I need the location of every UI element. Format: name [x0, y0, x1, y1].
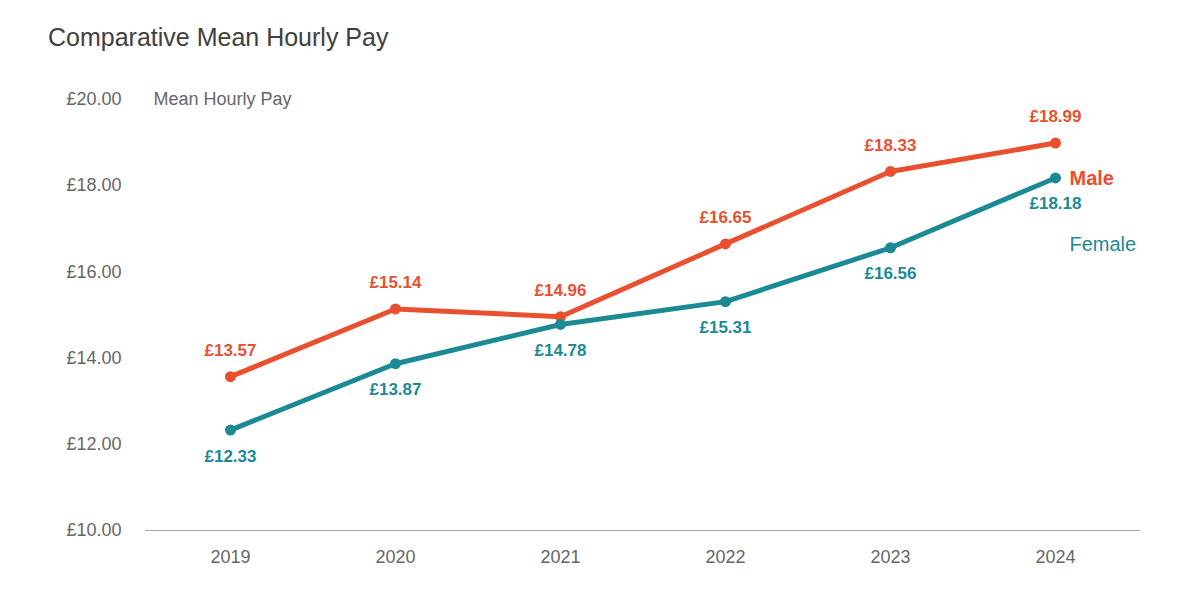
svg-text:£16.00: £16.00: [66, 262, 121, 282]
svg-text:£18.99: £18.99: [1030, 107, 1082, 126]
svg-text:2021: 2021: [540, 547, 580, 567]
svg-text:£12.00: £12.00: [66, 434, 121, 454]
svg-text:£13.57: £13.57: [205, 341, 257, 360]
svg-text:Male: Male: [1070, 167, 1114, 189]
svg-text:2022: 2022: [705, 547, 745, 567]
svg-text:£14.96: £14.96: [535, 281, 587, 300]
svg-text:£20.00: £20.00: [66, 89, 121, 109]
svg-text:£13.87: £13.87: [370, 380, 422, 399]
svg-text:£18.18: £18.18: [1030, 194, 1082, 213]
svg-text:£18.00: £18.00: [66, 175, 121, 195]
svg-text:£14.00: £14.00: [66, 348, 121, 368]
svg-text:2019: 2019: [210, 547, 250, 567]
svg-text:Mean Hourly Pay: Mean Hourly Pay: [154, 89, 292, 109]
svg-text:£16.65: £16.65: [700, 208, 752, 227]
html-text:Comparative Mean Hourly Pay: Comparative Mean Hourly Pay: [48, 23, 389, 51]
svg-text:Female: Female: [1070, 233, 1137, 255]
svg-text:£12.33: £12.33: [205, 447, 257, 466]
svg-text:£14.78: £14.78: [535, 341, 587, 360]
svg-text:2020: 2020: [375, 547, 415, 567]
svg-text:2023: 2023: [870, 547, 910, 567]
svg-text:£16.56: £16.56: [865, 264, 917, 283]
svg-text:£15.31: £15.31: [700, 318, 752, 337]
svg-text:2024: 2024: [1035, 547, 1075, 567]
svg-text:£10.00: £10.00: [66, 520, 121, 540]
svg-text:£15.14: £15.14: [370, 273, 423, 292]
svg-text:£18.33: £18.33: [865, 136, 917, 155]
